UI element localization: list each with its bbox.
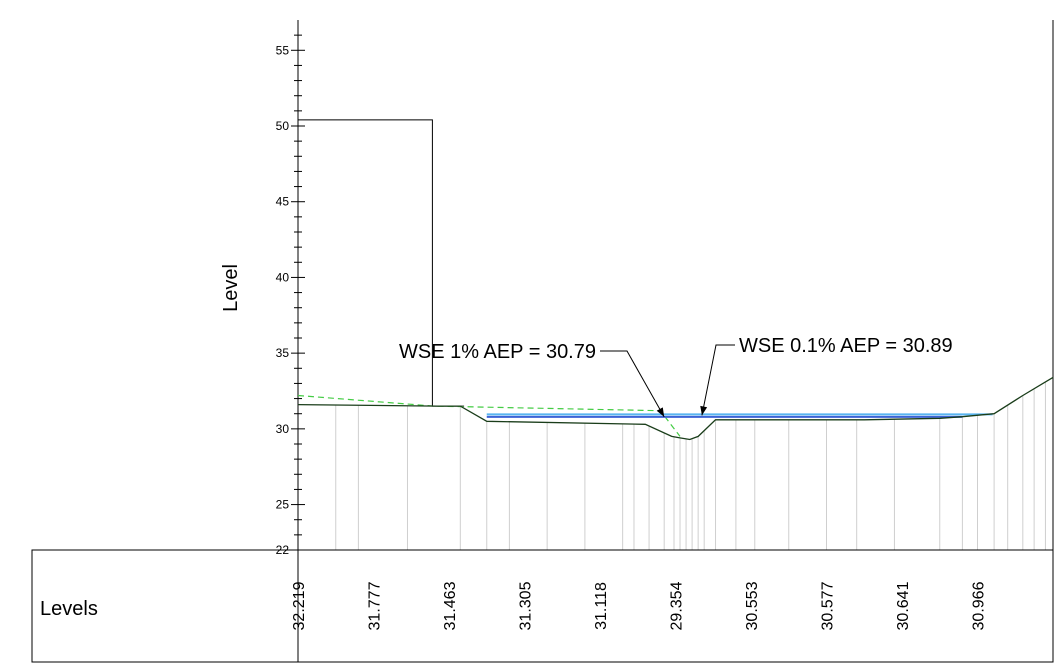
y-tick-label: 45 xyxy=(276,195,290,209)
level-value: 32.219 xyxy=(291,581,308,630)
annotation-arrowhead xyxy=(656,407,665,417)
annotation-leader xyxy=(600,350,665,418)
levels-title: Levels xyxy=(40,598,98,620)
level-value: 30.966 xyxy=(971,581,988,630)
level-value: 31.777 xyxy=(367,581,384,630)
y-tick-label: 35 xyxy=(276,346,290,360)
y-tick-label: 55 xyxy=(276,43,290,57)
level-value: 30.641 xyxy=(895,581,912,630)
level-value: 31.463 xyxy=(442,581,459,630)
levels-table: Levels 32.219 31.777 31.463 31.305 31.118 29.3… xyxy=(31,549,1054,663)
series-layer xyxy=(297,119,1054,441)
wall-outline xyxy=(298,119,465,407)
annotations: WSE 1% AEP = 30.79 WSE 0.1% AEP = 30.89 xyxy=(399,335,953,418)
y-tick-label: 40 xyxy=(276,270,290,284)
level-value: 31.118 xyxy=(593,582,610,630)
y-tick-label: 25 xyxy=(276,498,290,512)
annotation-arrowhead xyxy=(700,405,708,416)
y-tick-label: 50 xyxy=(276,119,290,133)
y-axis-label: Level xyxy=(220,264,242,312)
annotation-label: WSE 0.1% AEP = 30.89 xyxy=(739,335,953,357)
ground-profile-line xyxy=(297,376,1054,441)
y-tick-label: 30 xyxy=(276,422,290,436)
annotation-leader xyxy=(701,344,735,416)
annotation-label: WSE 1% AEP = 30.79 xyxy=(399,341,596,363)
level-value: 31.305 xyxy=(518,581,535,630)
levels-table-border xyxy=(31,549,1054,663)
level-value: 30.577 xyxy=(820,581,837,630)
level-value: 29.354 xyxy=(669,581,686,630)
station-lines xyxy=(335,381,1046,550)
level-value: 30.553 xyxy=(744,581,761,630)
